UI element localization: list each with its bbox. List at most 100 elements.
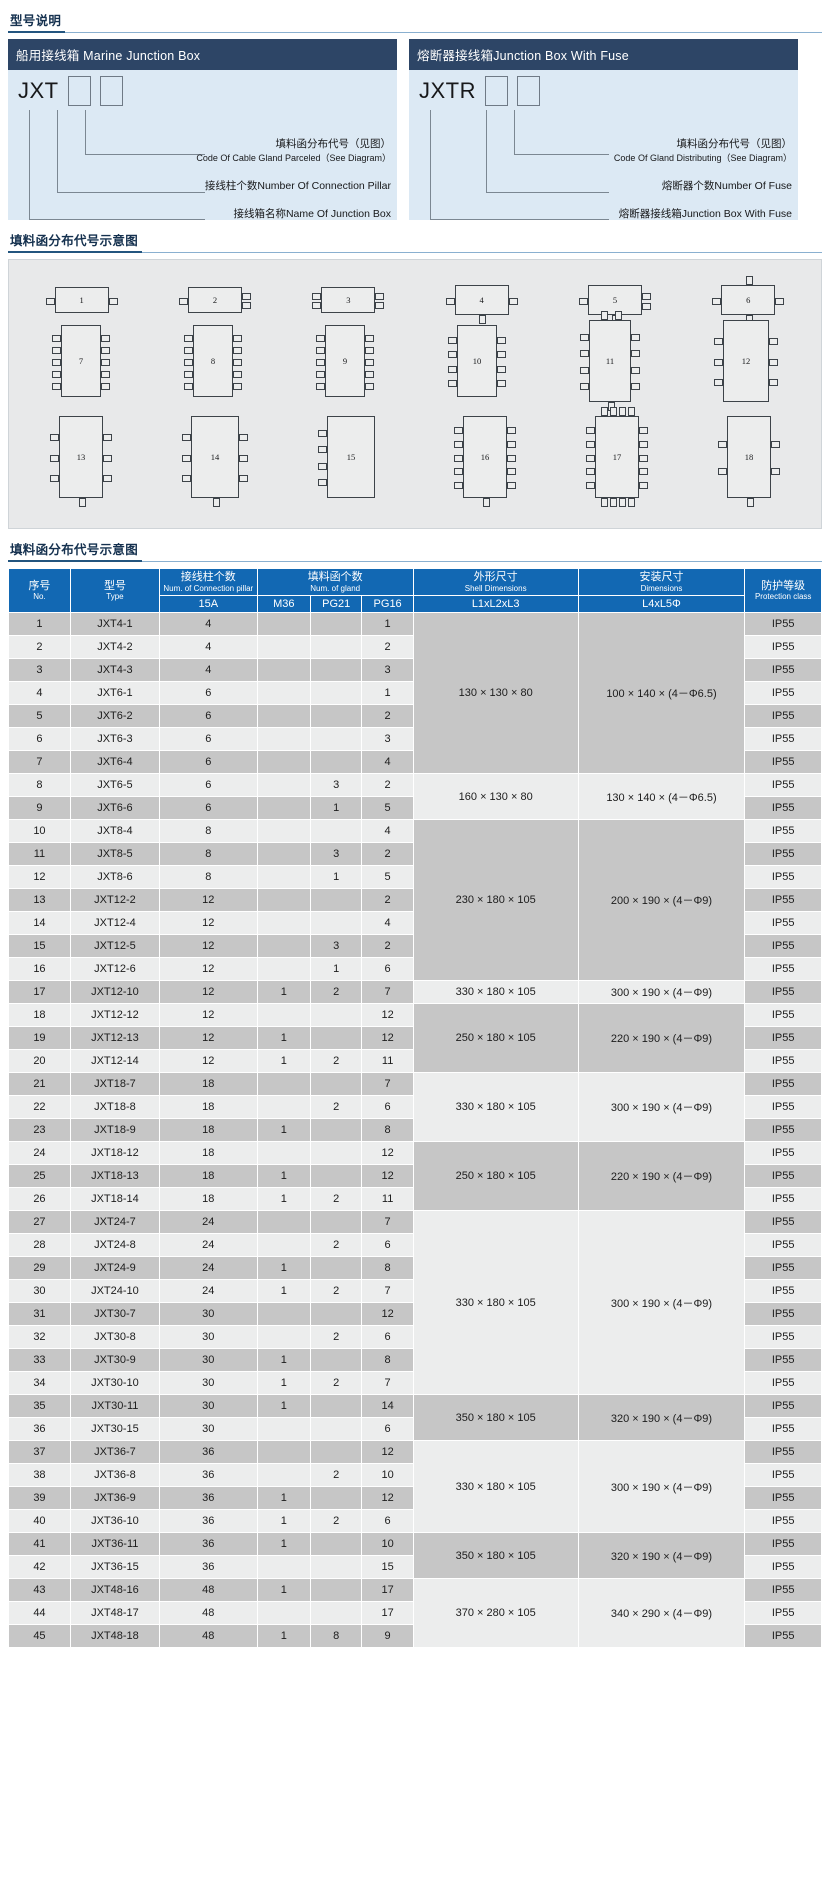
- row-pg21: [311, 682, 362, 705]
- gland-port-rgt: [641, 292, 651, 300]
- table-body: 1 JXT4-1 4 1 130 × 130 × 80 100 × 140 × (4－Φ6…: [9, 613, 821, 1648]
- label-cn: 接线箱名称Name Of Junction Box: [233, 208, 391, 220]
- row-shell-dimensions: 250 × 180 × 105: [413, 1142, 578, 1211]
- row-pg21: 1: [311, 797, 362, 820]
- gland-shape-body: 17: [586, 407, 648, 507]
- row-type: JXT30-9: [70, 1349, 160, 1372]
- row-pg21: [311, 1349, 362, 1372]
- row-pg16: 5: [362, 797, 413, 820]
- row-m36: 1: [257, 1372, 311, 1395]
- row-type: JXT4-1: [70, 613, 160, 636]
- table-row: 16 JXT12-6 12 1 6 IP55: [9, 958, 821, 981]
- row-m36: 1: [257, 1257, 311, 1280]
- row-protection-class: IP55: [745, 659, 821, 682]
- row-type: JXT24-7: [70, 1211, 160, 1234]
- row-type: JXT36-8: [70, 1464, 160, 1487]
- row-pg21: [311, 1533, 362, 1556]
- table-row: 32 JXT30-8 30 2 6 IP55: [9, 1326, 821, 1349]
- row-no: 33: [9, 1349, 70, 1372]
- row-m36: [257, 912, 311, 935]
- th-protection: 防护等级 Protection class: [745, 569, 821, 613]
- row-mounting-dimensions: 220 × 190 × (4－Φ9): [578, 1142, 745, 1211]
- gland-port-lft: [178, 297, 188, 305]
- row-pg21: [311, 1303, 362, 1326]
- row-pillar: 36: [160, 1556, 257, 1579]
- row-m36: 1: [257, 981, 311, 1004]
- row-pg16: 2: [362, 935, 413, 958]
- row-no: 41: [9, 1533, 70, 1556]
- table-row: 42 JXT36-15 36 15 IP55: [9, 1556, 821, 1579]
- row-pg21: [311, 613, 362, 636]
- gland-port-rgt: [375, 293, 385, 301]
- row-pillar: 4: [160, 613, 257, 636]
- row-m36: 1: [257, 1510, 311, 1533]
- row-no: 12: [9, 866, 70, 889]
- gland-port-lft: [445, 297, 455, 305]
- row-type: JXT18-14: [70, 1188, 160, 1211]
- gland-port-lft: [50, 434, 59, 441]
- row-pg16: 9: [362, 1625, 413, 1648]
- gland-shape-1: 1: [45, 287, 118, 313]
- row-pg21: [311, 1395, 362, 1418]
- gland-shape-label: 12: [741, 356, 751, 366]
- row-pg21: [311, 1418, 362, 1441]
- row-pillar: 24: [160, 1257, 257, 1280]
- gland-shape-3: 3: [312, 287, 385, 313]
- table-row: 38 JXT36-8 36 2 10 IP55: [9, 1464, 821, 1487]
- row-pg16: 17: [362, 1579, 413, 1602]
- row-pg16: 7: [362, 981, 413, 1004]
- row-pg16: 6: [362, 1510, 413, 1533]
- gland-port-lft: [184, 382, 193, 390]
- nomenclature-body: JXT 填料函分布代号（见图） Code Of Cable Gland Parc…: [8, 70, 397, 220]
- row-pg16: 12: [362, 1441, 413, 1464]
- gland-port-lft: [578, 297, 588, 305]
- row-mounting-dimensions: 340 × 290 × (4－Φ9): [578, 1579, 745, 1648]
- row-protection-class: IP55: [745, 912, 821, 935]
- row-protection-class: IP55: [745, 1211, 821, 1234]
- row-m36: 1: [257, 1119, 311, 1142]
- row-m36: [257, 751, 311, 774]
- row-pillar: 6: [160, 797, 257, 820]
- row-m36: [257, 1602, 311, 1625]
- row-protection-class: IP55: [745, 1602, 821, 1625]
- row-protection-class: IP55: [745, 1510, 821, 1533]
- table-row: 4 JXT6-1 6 1 IP55: [9, 682, 821, 705]
- leader-line-2: [486, 110, 609, 193]
- row-pg16: 8: [362, 1257, 413, 1280]
- row-type: JXT6-3: [70, 728, 160, 751]
- table-header-row-2: 15A M36 PG21 PG16 L1xL2xL3 L4xL5Φ: [9, 595, 821, 613]
- row-no: 5: [9, 705, 70, 728]
- row-protection-class: IP55: [745, 1096, 821, 1119]
- row-type: JXT48-16: [70, 1579, 160, 1602]
- table-row: 29 JXT24-9 24 1 8 IP55: [9, 1257, 821, 1280]
- row-pillar: 12: [160, 1050, 257, 1073]
- label-cn: 填料函分布代号（见图）: [275, 138, 392, 150]
- row-pg16: 2: [362, 705, 413, 728]
- gland-port-rgt: [639, 454, 648, 462]
- row-protection-class: IP55: [745, 682, 821, 705]
- table-row: 24 JXT18-12 18 12 250 × 180 × 105 220 × 190 ×…: [9, 1142, 821, 1211]
- gland-port-bot: [212, 498, 220, 507]
- row-protection-class: IP55: [745, 797, 821, 820]
- row-pg21: 2: [311, 1050, 362, 1073]
- row-no: 31: [9, 1303, 70, 1326]
- table-row: 1 JXT4-1 4 1 130 × 130 × 80 100 × 140 × (4－Φ6…: [9, 613, 821, 774]
- table-row: 10 JXT8-4 8 4 230 × 180 × 105 200 × 190 × (4－…: [9, 820, 821, 981]
- gland-shape-body: 16: [454, 416, 516, 507]
- row-m36: [257, 889, 311, 912]
- row-mounting-dimensions: 300 × 190 × (4－Φ9): [578, 981, 745, 1004]
- row-no: 16: [9, 958, 70, 981]
- th-pillar: 接线柱个数 Num. of Connection pillar: [160, 569, 257, 595]
- row-pillar: 36: [160, 1533, 257, 1556]
- row-type: JXT36-9: [70, 1487, 160, 1510]
- row-m36: [257, 1326, 311, 1349]
- row-pillar: 30: [160, 1372, 257, 1395]
- table-row: 15 JXT12-5 12 3 2 IP55: [9, 935, 821, 958]
- row-pg16: 12: [362, 1142, 413, 1165]
- datasheet-page: 型号说明 船用接线箱 Marine Junction Box JXT 填料函分布…: [0, 10, 830, 1648]
- row-type: JXT30-8: [70, 1326, 160, 1349]
- gland-shape-label: 16: [480, 452, 490, 462]
- row-protection-class: IP55: [745, 1257, 821, 1280]
- row-pg16: 11: [362, 1188, 413, 1211]
- section-title-model-desc: 型号说明: [8, 10, 66, 33]
